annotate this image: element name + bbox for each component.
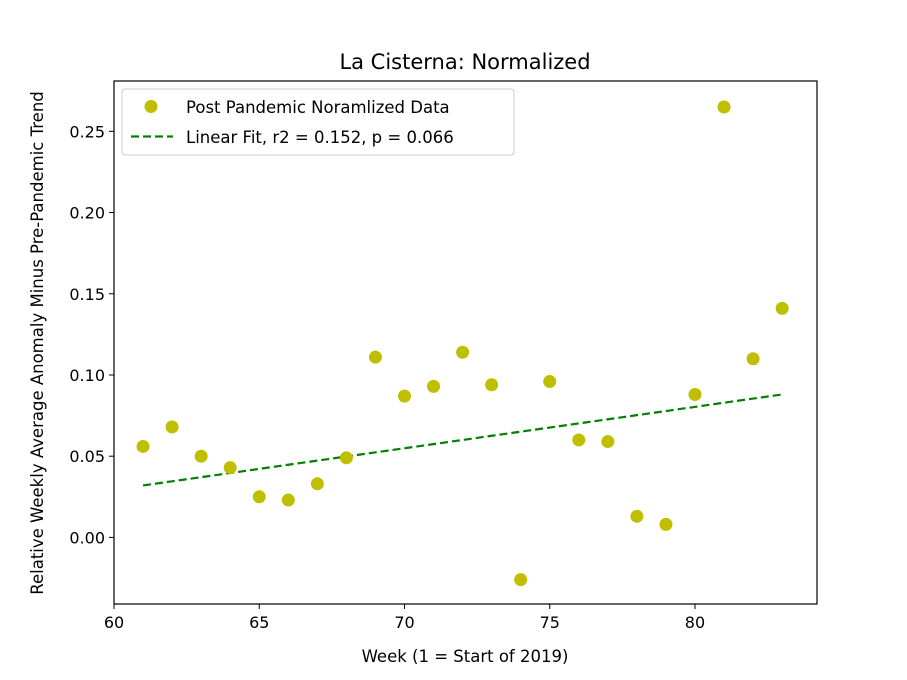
data-point xyxy=(165,420,179,434)
x-tick-label: 75 xyxy=(540,613,560,632)
y-tick-label: 0.20 xyxy=(69,204,105,223)
data-point xyxy=(339,451,353,465)
plot-area xyxy=(113,80,818,605)
data-point xyxy=(717,100,731,114)
y-tick-label: 0.10 xyxy=(69,366,105,385)
x-tick-label: 80 xyxy=(685,613,705,632)
data-point xyxy=(630,509,644,523)
data-point xyxy=(543,374,557,388)
y-axis: 0.00 0.05 0.10 0.15 0.20 0.25 xyxy=(69,122,114,547)
y-tick-label: 0.00 xyxy=(69,528,105,547)
x-tick-label: 70 xyxy=(394,613,414,632)
data-point xyxy=(514,573,528,587)
data-point xyxy=(194,449,208,463)
x-tick-label: 60 xyxy=(104,613,124,632)
legend: Post Pandemic Noramlized Data Linear Fit… xyxy=(121,88,515,156)
data-point xyxy=(427,379,441,393)
data-point xyxy=(572,433,586,447)
legend-label-scatter: Post Pandemic Noramlized Data xyxy=(186,98,450,117)
data-point xyxy=(746,352,760,366)
data-point xyxy=(223,461,237,475)
y-tick-label: 0.25 xyxy=(69,122,105,141)
plot-frame xyxy=(113,80,818,605)
data-point xyxy=(775,301,789,315)
data-point xyxy=(281,493,295,507)
y-tick-label: 0.05 xyxy=(69,447,105,466)
x-tick-label: 65 xyxy=(249,613,269,632)
data-point xyxy=(485,378,499,392)
x-axis: 60 65 70 75 80 xyxy=(104,604,705,632)
data-point xyxy=(252,490,266,504)
y-tick-label: 0.15 xyxy=(69,285,105,304)
data-point xyxy=(397,389,411,403)
data-point xyxy=(601,435,615,449)
legend-label-fit: Linear Fit, r2 = 0.152, p = 0.066 xyxy=(186,128,454,147)
scatter-points xyxy=(136,100,789,587)
legend-box xyxy=(121,88,515,156)
data-point xyxy=(688,387,702,401)
chart-title: La Cisterna: Normalized xyxy=(339,50,590,74)
data-point xyxy=(456,345,470,359)
legend-marker-scatter xyxy=(144,100,158,113)
data-point xyxy=(368,350,382,364)
x-axis-label: Week (1 = Start of 2019) xyxy=(362,647,569,666)
data-point xyxy=(659,517,673,531)
y-axis-label: Relative Weekly Average Anomaly Minus Pr… xyxy=(28,91,47,595)
data-point xyxy=(310,477,324,491)
data-point xyxy=(136,439,150,453)
